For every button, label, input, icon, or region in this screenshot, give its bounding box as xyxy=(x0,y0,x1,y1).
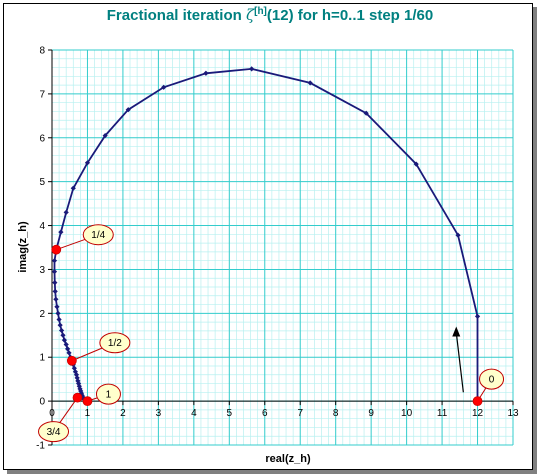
data-point xyxy=(54,304,60,310)
callout: 1/4 xyxy=(56,224,114,251)
data-point xyxy=(75,378,81,384)
x-tick-label: 5 xyxy=(227,408,233,419)
x-tick-label: 12 xyxy=(472,408,484,419)
callout: 1 xyxy=(87,383,121,405)
callout-bubble xyxy=(82,224,114,246)
data-point xyxy=(75,380,82,387)
data-point xyxy=(413,161,419,167)
x-tick-label: 3 xyxy=(156,408,162,419)
grid xyxy=(51,49,514,446)
data-point xyxy=(58,229,64,235)
y-tick-label: 5 xyxy=(39,177,45,188)
y-tick-label: 0 xyxy=(39,397,45,408)
direction-arrow-shaft xyxy=(455,332,464,393)
data-point xyxy=(56,316,62,323)
callout-label: 1/2 xyxy=(108,338,122,349)
callout-bubble xyxy=(95,383,121,405)
data-point xyxy=(102,132,108,139)
data-point xyxy=(363,110,369,116)
callout-label: 1 xyxy=(106,390,112,401)
data-point xyxy=(203,70,209,76)
direction-arrow-head xyxy=(452,326,461,337)
data-point xyxy=(51,269,58,275)
highlight-point xyxy=(82,396,93,407)
data-point xyxy=(63,209,69,215)
callout-bubble xyxy=(479,368,505,390)
y-tick-label: 8 xyxy=(39,46,45,57)
plot-background xyxy=(52,50,513,445)
data-point xyxy=(55,310,61,316)
data-point xyxy=(65,346,71,352)
data-point xyxy=(58,327,65,334)
callout-label: 0 xyxy=(489,375,495,386)
data-point xyxy=(125,107,131,113)
highlight-point xyxy=(472,396,483,407)
data-point xyxy=(70,185,76,191)
data-point xyxy=(72,369,79,375)
x-tick-label: 13 xyxy=(507,408,519,419)
data-point xyxy=(66,350,72,356)
data-point xyxy=(84,160,91,166)
callout: 1/2 xyxy=(71,332,131,362)
y-tick-label: 7 xyxy=(39,89,45,100)
highlight-point xyxy=(51,244,62,255)
callout-label: 3/4 xyxy=(47,427,61,438)
data-point xyxy=(161,84,167,90)
y-tick-label: 2 xyxy=(39,309,45,320)
highlight-point xyxy=(72,392,83,403)
data-point xyxy=(455,232,461,238)
y-tick-label: 3 xyxy=(39,265,45,276)
x-tick-label: 4 xyxy=(191,408,197,419)
x-tick-label: 0 xyxy=(49,408,55,419)
data-point xyxy=(57,322,63,328)
data-point xyxy=(53,296,59,302)
x-tick-label: 8 xyxy=(333,408,339,419)
chart-title-superscript: [h] xyxy=(254,6,267,17)
data-point xyxy=(51,258,58,264)
callout-label: 1/4 xyxy=(91,230,105,241)
data-point xyxy=(307,80,313,86)
chart-title-prefix: Fractional iteration xyxy=(106,7,246,24)
x-tick-label: 6 xyxy=(262,408,268,419)
y-tick-label: 4 xyxy=(39,221,45,232)
callout-bubble xyxy=(38,421,70,443)
chart-title-suffix: (12) for h=0..1 step 1/60 xyxy=(266,7,434,24)
x-tick-label: 11 xyxy=(437,408,448,419)
data-point xyxy=(61,337,68,343)
data-point xyxy=(78,390,85,396)
y-axis-label: imag(z_h) xyxy=(17,221,29,273)
highlight-point xyxy=(66,355,77,366)
y-tick-label: 6 xyxy=(39,133,45,144)
x-tick-label: 2 xyxy=(120,408,126,419)
series xyxy=(51,66,481,404)
data-point xyxy=(52,288,58,294)
data-point xyxy=(249,66,255,72)
callout-bubble xyxy=(99,332,131,354)
x-axis-label: real(z_h) xyxy=(265,453,311,465)
data-point xyxy=(474,313,481,320)
x-tick-label: 10 xyxy=(401,408,413,419)
data-point xyxy=(52,280,58,286)
chart-title: Fractional iteration ζ[h](12) for h=0..1… xyxy=(0,6,540,24)
highlights: 0 1/4 1/2 3/4 1 xyxy=(38,224,505,443)
y-tick-label: 1 xyxy=(39,353,45,364)
data-point xyxy=(63,341,69,348)
x-tick-label: 9 xyxy=(368,408,374,419)
x-tick-label: 7 xyxy=(297,408,303,419)
callout: 3/4 xyxy=(38,397,78,443)
data-point xyxy=(74,375,80,381)
data-point xyxy=(60,332,66,338)
x-tick-label: 1 xyxy=(85,408,91,419)
y-tick-label: -1 xyxy=(36,441,45,452)
chart-title-symbol: ζ xyxy=(245,6,255,24)
